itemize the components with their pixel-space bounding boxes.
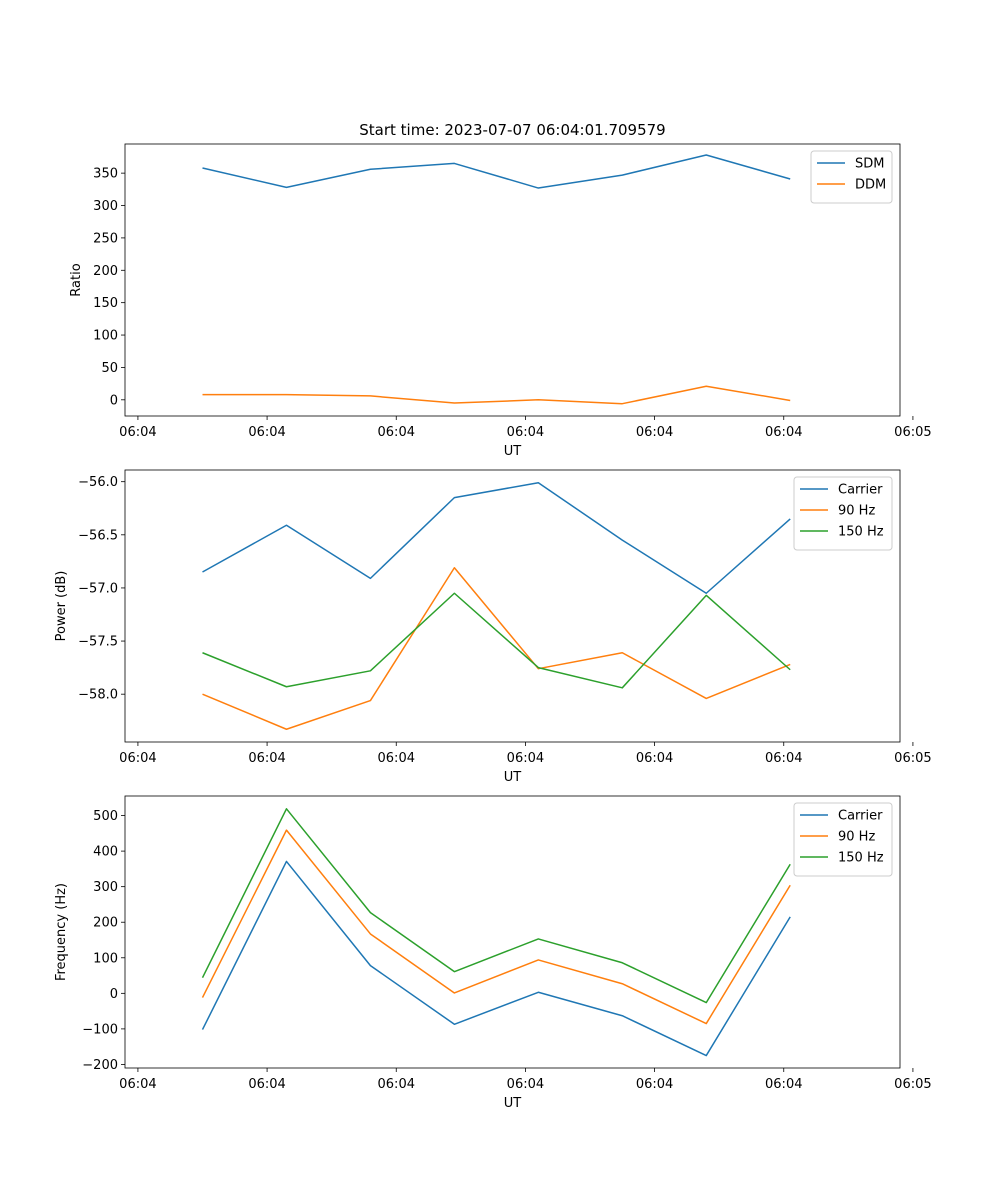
chart-panel-1: Start time: 2023-07-07 06:04:01.709579 06…	[69, 121, 932, 459]
y-tick-label: −56.5	[78, 528, 118, 543]
legend-label: 150 Hz	[838, 525, 884, 540]
y-tick-label: −58.0	[78, 688, 118, 703]
x-tick-label: 06:04	[636, 1077, 673, 1092]
y-tick-label: −56.0	[78, 475, 118, 490]
legend-label: DDM	[855, 178, 886, 193]
y-tick-label: −57.0	[78, 581, 118, 596]
x-tick-label: 06:04	[378, 751, 415, 766]
y-tick-label: 100	[93, 329, 118, 344]
x-tick-label: 06:04	[507, 1077, 544, 1092]
legend-label: Carrier	[838, 809, 883, 824]
x-tick-label: 06:04	[765, 425, 802, 440]
x-tick-label: 06:05	[894, 1077, 931, 1092]
x-tick-label: 06:04	[248, 425, 285, 440]
legend-label: 150 Hz	[838, 851, 884, 866]
x-axis-label: UT	[504, 1096, 522, 1111]
series-line-ddm	[202, 385, 791, 405]
series-line-90-hz	[202, 567, 791, 730]
series-line-carrier	[202, 482, 791, 594]
x-tick-label: 06:04	[765, 1077, 802, 1092]
axes-frame	[124, 143, 901, 417]
y-tick-label: 300	[93, 199, 118, 214]
legend: SDM DDM	[810, 150, 893, 204]
x-tick-label: 06:05	[894, 751, 931, 766]
x-tick-label: 06:04	[378, 425, 415, 440]
y-tick-label: 0	[110, 987, 118, 1002]
y-tick-label: 50	[101, 361, 118, 376]
y-tick-label: −100	[82, 1022, 118, 1037]
y-tick-label: 100	[93, 951, 118, 966]
legend-label: 90 Hz	[838, 504, 875, 519]
y-tick-label: 200	[93, 916, 118, 931]
y-tick-label: 500	[93, 809, 118, 824]
legend-label: SDM	[855, 157, 884, 172]
legend-label: Carrier	[838, 483, 883, 498]
axes-frame	[124, 469, 901, 743]
x-tick-label: 06:04	[248, 1077, 285, 1092]
chart-title: Start time: 2023-07-07 06:04:01.709579	[359, 121, 665, 139]
series-line-carrier	[201, 860, 791, 1057]
x-tick-label: 06:04	[119, 751, 156, 766]
y-tick-label: −57.5	[78, 635, 118, 650]
series-line-150-hz	[202, 592, 791, 689]
legend-label: 90 Hz	[838, 830, 875, 845]
legend-box	[810, 150, 893, 204]
x-tick-label: 06:04	[636, 751, 673, 766]
x-axis-label: UT	[504, 444, 522, 459]
legend: Carrier 90 Hz 150 Hz	[793, 802, 893, 877]
y-tick-label: −200	[82, 1058, 118, 1073]
y-tick-label: 200	[93, 264, 118, 279]
series-line-150-hz	[201, 808, 791, 1004]
x-tick-label: 06:04	[636, 425, 673, 440]
chart-panel-3: 06:04 06:04 06:04 06:04 06:04 06:04 06:05 −200 −…	[54, 795, 932, 1111]
x-tick-label: 06:04	[119, 1077, 156, 1092]
y-tick-label: 400	[93, 845, 118, 860]
y-tick-label: 0	[110, 393, 118, 408]
series-line-90-hz	[201, 829, 791, 1025]
legend: Carrier 90 Hz 150 Hz	[793, 476, 893, 551]
y-tick-label: 250	[93, 231, 118, 246]
x-tick-label: 06:04	[119, 425, 156, 440]
series-line-sdm	[202, 154, 791, 189]
x-tick-label: 06:04	[248, 751, 285, 766]
y-tick-label: 300	[93, 880, 118, 895]
y-tick-label: 150	[93, 296, 118, 311]
x-tick-label: 06:04	[765, 751, 802, 766]
y-axis-label: Frequency (Hz)	[54, 883, 69, 981]
x-tick-label: 06:04	[507, 425, 544, 440]
x-axis-label: UT	[504, 770, 522, 785]
y-axis-label: Ratio	[69, 263, 84, 296]
y-tick-label: 350	[93, 167, 118, 182]
x-tick-label: 06:05	[894, 425, 931, 440]
x-tick-label: 06:04	[378, 1077, 415, 1092]
axes-frame	[124, 795, 901, 1069]
chart-panel-2: 06:04 06:04 06:04 06:04 06:04 06:04 06:05 −58.0…	[54, 469, 932, 785]
x-tick-label: 06:04	[507, 751, 544, 766]
y-axis-label: Power (dB)	[54, 571, 69, 642]
